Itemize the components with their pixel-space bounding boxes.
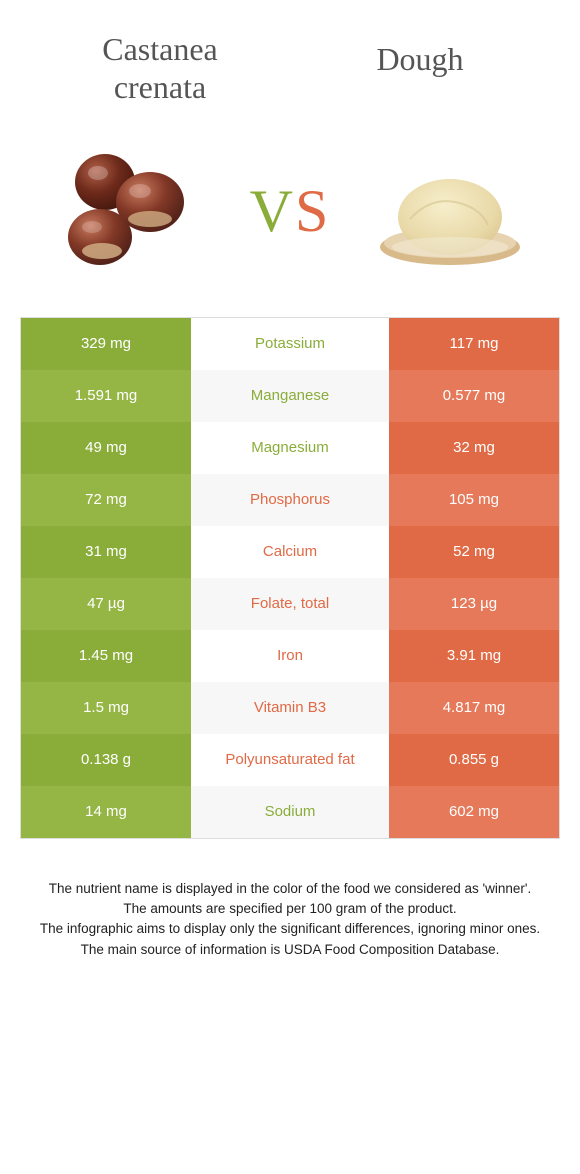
right-food-title: Dough bbox=[320, 30, 520, 78]
table-row: 0.138 gPolyunsaturated fat0.855 g bbox=[21, 734, 559, 786]
images-row: VS bbox=[0, 117, 580, 307]
left-value: 0.138 g bbox=[21, 734, 191, 786]
footer-line-1: The nutrient name is displayed in the co… bbox=[30, 879, 550, 899]
table-row: 14 mgSodium602 mg bbox=[21, 786, 559, 838]
table-row: 1.591 mgManganese0.577 mg bbox=[21, 370, 559, 422]
right-title-text: Dough bbox=[376, 41, 463, 77]
chestnuts-icon bbox=[50, 147, 210, 277]
nutrient-label: Manganese bbox=[191, 370, 389, 422]
nutrient-label: Folate, total bbox=[191, 578, 389, 630]
table-row: 31 mgCalcium52 mg bbox=[21, 526, 559, 578]
table-row: 329 mgPotassium117 mg bbox=[21, 318, 559, 370]
footer-line-3: The infographic aims to display only the… bbox=[30, 919, 550, 939]
table-row: 49 mgMagnesium32 mg bbox=[21, 422, 559, 474]
right-value: 4.817 mg bbox=[389, 682, 559, 734]
left-title-line2: crenata bbox=[114, 69, 206, 105]
right-value: 3.91 mg bbox=[389, 630, 559, 682]
vs-label: VS bbox=[250, 177, 331, 246]
footer-line-4: The main source of information is USDA F… bbox=[30, 940, 550, 960]
header: Castanea crenata Dough bbox=[0, 0, 580, 117]
left-value: 14 mg bbox=[21, 786, 191, 838]
left-value: 31 mg bbox=[21, 526, 191, 578]
right-value: 52 mg bbox=[389, 526, 559, 578]
nutrient-label: Polyunsaturated fat bbox=[191, 734, 389, 786]
right-value: 0.855 g bbox=[389, 734, 559, 786]
table-row: 72 mgPhosphorus105 mg bbox=[21, 474, 559, 526]
right-value: 602 mg bbox=[389, 786, 559, 838]
table-row: 1.5 mgVitamin B34.817 mg bbox=[21, 682, 559, 734]
footer-notes: The nutrient name is displayed in the co… bbox=[30, 879, 550, 960]
vs-s: S bbox=[295, 178, 330, 244]
right-value: 123 µg bbox=[389, 578, 559, 630]
left-food-title: Castanea crenata bbox=[60, 30, 260, 107]
dough-icon bbox=[370, 147, 530, 277]
left-value: 1.45 mg bbox=[21, 630, 191, 682]
nutrient-label: Calcium bbox=[191, 526, 389, 578]
right-value: 0.577 mg bbox=[389, 370, 559, 422]
left-value: 1.5 mg bbox=[21, 682, 191, 734]
table-row: 1.45 mgIron3.91 mg bbox=[21, 630, 559, 682]
right-value: 117 mg bbox=[389, 318, 559, 370]
left-value: 1.591 mg bbox=[21, 370, 191, 422]
nutrient-label: Vitamin B3 bbox=[191, 682, 389, 734]
nutrient-label: Iron bbox=[191, 630, 389, 682]
left-value: 47 µg bbox=[21, 578, 191, 630]
left-value: 72 mg bbox=[21, 474, 191, 526]
right-value: 105 mg bbox=[389, 474, 559, 526]
left-title-line1: Castanea bbox=[102, 31, 218, 67]
table-row: 47 µgFolate, total123 µg bbox=[21, 578, 559, 630]
left-value: 329 mg bbox=[21, 318, 191, 370]
nutrient-label: Magnesium bbox=[191, 422, 389, 474]
left-value: 49 mg bbox=[21, 422, 191, 474]
nutrient-label: Phosphorus bbox=[191, 474, 389, 526]
nutrient-label: Potassium bbox=[191, 318, 389, 370]
right-value: 32 mg bbox=[389, 422, 559, 474]
footer-line-2: The amounts are specified per 100 gram o… bbox=[30, 899, 550, 919]
nutrient-table: 329 mgPotassium117 mg1.591 mgManganese0.… bbox=[20, 317, 560, 839]
vs-v: V bbox=[250, 178, 295, 244]
nutrient-label: Sodium bbox=[191, 786, 389, 838]
